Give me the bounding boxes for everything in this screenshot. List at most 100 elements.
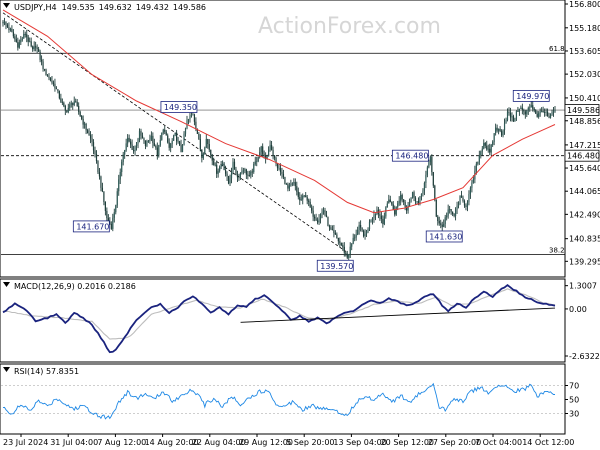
candle-body: [164, 129, 166, 132]
candle-body: [236, 174, 239, 178]
candle-body: [72, 103, 74, 105]
candle-body: [291, 183, 293, 185]
candle-body: [489, 148, 491, 153]
collapse-triangle-icon[interactable]: [3, 367, 10, 372]
candle-body: [107, 218, 109, 222]
candle-body: [420, 193, 423, 197]
price-tick-label: 153.605: [569, 47, 600, 56]
candle-body: [459, 195, 461, 205]
candle-body: [493, 133, 495, 142]
candle-body: [449, 209, 451, 210]
ema-polyline: [2, 9, 556, 214]
candle-body: [39, 51, 41, 60]
candle-body: [315, 218, 317, 221]
candle-body: [119, 172, 121, 180]
candle-body: [69, 104, 71, 108]
candle-body: [316, 220, 319, 223]
candle-body: [306, 197, 308, 201]
candle-body: [293, 182, 295, 184]
candle-body: [456, 205, 458, 210]
candle-body: [193, 114, 196, 122]
candle-body: [97, 160, 99, 173]
candle-body: [269, 145, 271, 150]
candle-body: [245, 169, 247, 175]
candle-body: [146, 141, 148, 146]
candle-body: [434, 185, 436, 200]
candle-body: [490, 144, 492, 153]
candle-body: [131, 144, 133, 150]
candle-body: [23, 33, 25, 39]
macd-main-line: [2, 283, 556, 354]
candle-body: [388, 199, 390, 204]
candle-body: [101, 187, 104, 192]
candle-body: [46, 75, 49, 77]
candle-body: [213, 160, 215, 165]
candle-body: [51, 80, 53, 83]
price-tick-label: 142.490: [569, 210, 600, 219]
candle-body: [321, 212, 323, 215]
candle-body: [417, 200, 420, 204]
candle-body: [253, 164, 255, 172]
collapse-triangle-icon[interactable]: [3, 282, 10, 287]
price-tick-label: 155.180: [569, 24, 600, 33]
candle-body: [184, 128, 187, 134]
candle-body: [6, 24, 9, 28]
candle-body: [70, 103, 72, 105]
candle-body: [354, 237, 356, 239]
candle-body: [432, 171, 434, 186]
candle-body: [346, 253, 348, 258]
candle-body: [266, 156, 268, 160]
ema-line: [2, 9, 556, 214]
candle-body: [38, 48, 40, 52]
candle-body: [257, 157, 259, 161]
reference-lines: 61.8 38.2: [1, 45, 565, 256]
axis-badge-box: [564, 149, 600, 162]
candle-body: [85, 123, 87, 131]
candle-body: [208, 144, 210, 150]
candle-body: [147, 140, 150, 142]
candle-body: [429, 156, 431, 163]
candle-body: [135, 143, 138, 147]
candle-body: [505, 120, 507, 124]
candle-body: [406, 206, 408, 211]
candle-body: [36, 47, 38, 49]
candle-body: [66, 110, 68, 112]
candle-body: [379, 214, 381, 216]
candle-body: [441, 224, 443, 227]
candle-body: [508, 111, 510, 113]
candle-body: [9, 28, 12, 30]
candle-body: [207, 138, 209, 145]
candle-body: [475, 163, 477, 171]
rsi-line: [2, 382, 555, 420]
macd-trendline: [240, 307, 556, 323]
candle-body: [79, 111, 81, 117]
candle-body: [425, 174, 427, 183]
candle-body: [345, 252, 347, 254]
candle-body: [300, 199, 302, 201]
candle-body: [229, 178, 231, 184]
candle-body: [260, 146, 262, 153]
candle-body: [247, 174, 249, 176]
candle-body: [134, 146, 136, 152]
time-tick-label: 22 Aug 04:00: [192, 438, 246, 447]
candle-body: [337, 238, 339, 242]
candle-body: [91, 138, 93, 143]
candle-body: [395, 207, 397, 215]
candle-body: [364, 233, 366, 237]
annotation-box: [512, 89, 550, 102]
candle-body: [483, 143, 485, 149]
collapse-triangle-icon[interactable]: [3, 3, 10, 8]
candle-body: [431, 156, 433, 172]
candle-body: [8, 27, 10, 30]
candle-body: [230, 172, 233, 179]
candle-body: [29, 41, 31, 43]
candle-body: [202, 153, 204, 158]
candle-body: [152, 135, 154, 144]
candle-body: [500, 131, 503, 136]
candle-body: [299, 197, 301, 201]
time-tick-label: 7 Oct 04:00: [475, 438, 522, 447]
candle-body: [30, 41, 32, 47]
candle-body: [55, 88, 58, 90]
candle-body: [161, 132, 163, 140]
candle-body: [54, 83, 56, 89]
